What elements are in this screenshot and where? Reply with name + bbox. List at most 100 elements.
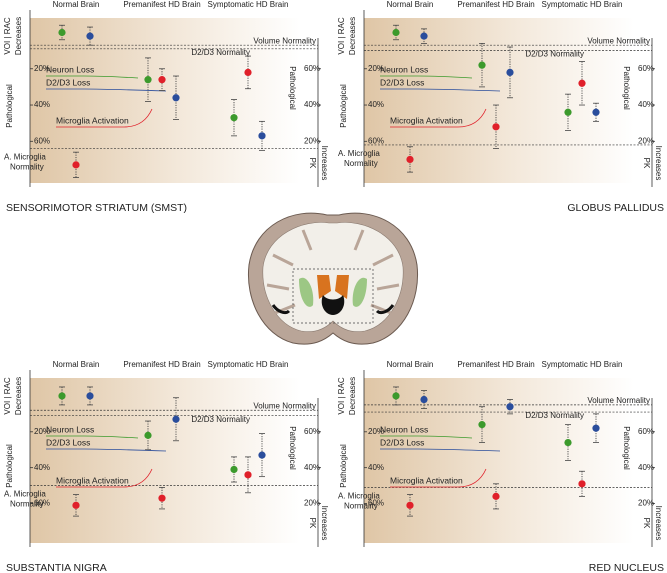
y-tick-label: 60% [368, 499, 384, 508]
series-label: D2/D3 Loss [380, 437, 424, 447]
reference-label: Normality [10, 163, 44, 172]
side-label: Pathological [339, 444, 348, 488]
y2-axis-direction: Increases [320, 146, 329, 181]
data-point [564, 438, 572, 447]
side-label: Pathological [5, 444, 14, 488]
side-label: Pathological [288, 426, 297, 470]
series-curve [46, 75, 139, 79]
data-point [144, 76, 152, 84]
category-label: Symptomatic HD Brain [542, 360, 623, 369]
data-point [72, 161, 80, 169]
series-label: D2/D3 Loss [380, 77, 424, 87]
y-tick-label: 20% [34, 64, 50, 73]
reference-label: Volume Normality [587, 396, 650, 405]
reference-label: Volume Normality [587, 36, 650, 45]
data-point [506, 68, 514, 76]
panel-title: SUBSTANTIA NIGRA [6, 562, 107, 573]
reference-label: D2/D3 Normality [191, 415, 250, 424]
data-point [144, 431, 152, 439]
y2-axis-direction: Increases [320, 506, 329, 541]
panel-title: GLOBUS PALLIDUS [567, 202, 664, 214]
y-tick-label: 20% [368, 427, 384, 436]
reference-label: D2/D3 Normality [525, 411, 584, 420]
y-tick-label: 40% [368, 463, 384, 472]
data-point [158, 76, 166, 84]
data-point [406, 155, 414, 164]
y2-axis-title: PK [308, 518, 317, 529]
y-axis-title: VOI | RAC [3, 17, 12, 54]
data-point [230, 114, 238, 122]
data-point [564, 108, 572, 116]
reference-label: A. Microglia [4, 153, 46, 162]
series-curve [46, 448, 167, 452]
series-label: Neuron Loss [380, 424, 428, 434]
series-label: Microglia Activation [56, 115, 129, 125]
chart-panel: Normal Brain Premanifest HD Brain Symptoma… [3, 0, 329, 214]
data-point [392, 392, 400, 400]
side-label: Pathological [622, 66, 631, 110]
reference-label: Normality [344, 159, 378, 168]
data-point [172, 415, 180, 423]
y-tick-label: 20% [34, 427, 50, 436]
data-point [86, 392, 94, 400]
data-point [244, 471, 252, 479]
y-tick-label: 60% [368, 136, 384, 145]
y2-tick-label: 60% [304, 427, 320, 436]
y2-tick-label: 60% [638, 427, 654, 436]
side-label: Pathological [288, 66, 297, 110]
y-tick-label: 40% [34, 100, 50, 109]
category-label: Symptomatic HD Brain [542, 0, 623, 9]
data-point [478, 61, 486, 69]
y2-tick-label: 60% [638, 64, 654, 73]
series-curve [380, 75, 473, 79]
category-label: Premanifest HD Brain [123, 360, 200, 369]
reference-label: A. Microglia [338, 149, 380, 158]
y-tick-label: 40% [368, 100, 384, 109]
y2-tick-label: 20% [638, 499, 654, 508]
data-point [172, 94, 180, 102]
series-label: Neuron Loss [46, 64, 94, 74]
plot-background [364, 378, 634, 543]
y-tick-label: 40% [34, 463, 50, 472]
data-point [58, 392, 66, 400]
series-curve [46, 435, 139, 439]
panel-title: RED NUCLEUS [589, 562, 664, 573]
y2-axis-direction: Increases [654, 506, 663, 541]
reference-label: A. Microglia [4, 490, 46, 499]
series-label: D2/D3 Loss [46, 437, 90, 447]
data-point [230, 465, 238, 474]
category-label: Normal Brain [53, 0, 100, 9]
y-axis-direction: Decreases [348, 17, 357, 55]
data-point [406, 501, 414, 509]
y-axis-direction: Decreases [348, 377, 357, 415]
y2-tick-label: 20% [304, 499, 320, 508]
data-point [258, 451, 266, 459]
reference-label: A. Microglia [338, 492, 380, 501]
category-label: Premanifest HD Brain [123, 0, 200, 9]
y2-tick-label: 40% [304, 100, 320, 109]
data-point [392, 28, 400, 37]
reference-label: Volume Normality [253, 36, 316, 45]
data-point [492, 492, 500, 500]
data-point [478, 421, 486, 429]
data-point [506, 403, 514, 411]
y2-axis-title: PK [308, 158, 317, 169]
side-label: Pathological [622, 426, 631, 470]
reference-label: D2/D3 Normality [525, 50, 584, 59]
series-curve [380, 435, 473, 439]
series-curve [390, 468, 487, 488]
data-point [244, 68, 252, 76]
y2-tick-label: 20% [638, 136, 654, 145]
data-point [58, 28, 66, 37]
y2-axis-title: PK [642, 158, 651, 169]
y2-tick-label: 40% [638, 463, 654, 472]
category-label: Normal Brain [387, 360, 434, 369]
chart-panel: Normal Brain Premanifest HD Brain Symptoma… [3, 360, 329, 573]
series-curve [56, 108, 153, 128]
data-point [578, 79, 586, 87]
reference-label: Volume Normality [253, 401, 316, 410]
series-label: Neuron Loss [380, 64, 428, 74]
category-label: Normal Brain [387, 0, 434, 9]
data-point [420, 32, 428, 40]
y-axis-title: VOI | RAC [337, 377, 346, 414]
